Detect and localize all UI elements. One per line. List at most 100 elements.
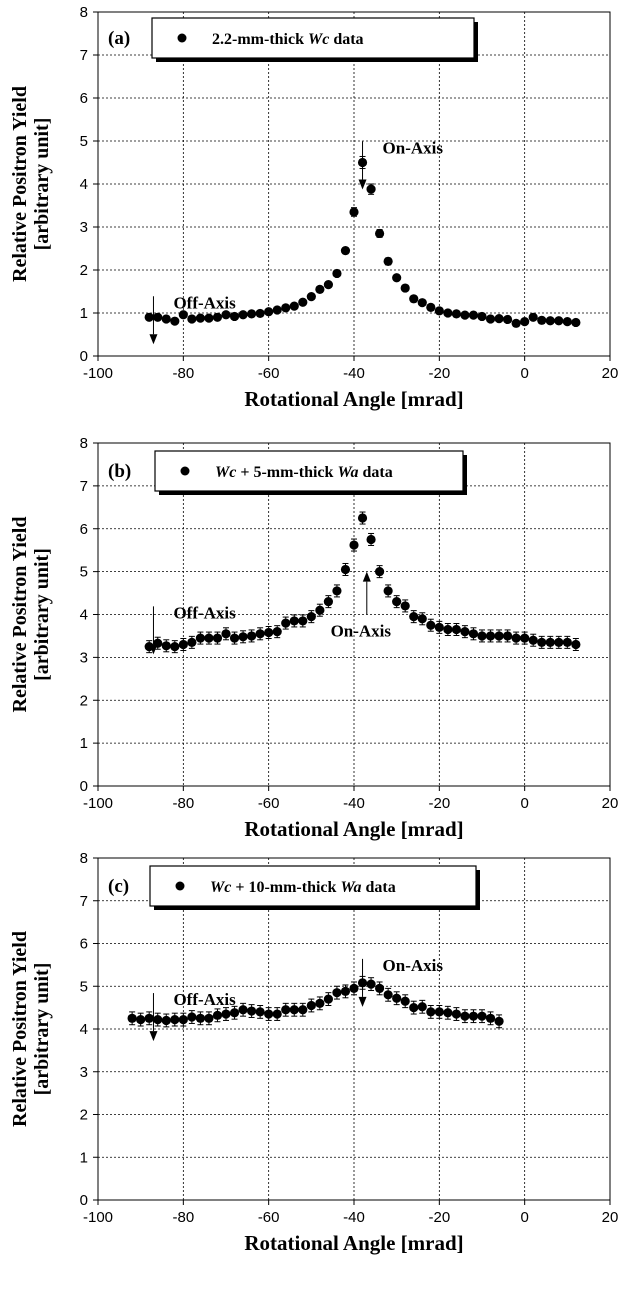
x-axis-label: Rotational Angle [mrad] xyxy=(244,1231,463,1255)
y-axis-label-line1: Relative Positron Yield xyxy=(9,86,31,282)
x-tick-label: 20 xyxy=(602,365,619,382)
chart-panel-b: -100 -80 -60 -40 -20 0 20 0 1 2 3 4 5 6 7 8 Rotational A… xyxy=(9,435,618,841)
data-point xyxy=(511,318,521,328)
data-point xyxy=(485,631,496,641)
data-point xyxy=(238,310,248,320)
data-point xyxy=(494,313,504,324)
data-point xyxy=(349,983,359,993)
data-point xyxy=(545,316,555,326)
data-point xyxy=(153,1014,163,1025)
data-point xyxy=(477,631,487,641)
y-tick-label: 7 xyxy=(80,47,88,64)
y-tick-label: 4 xyxy=(80,607,88,624)
data-point xyxy=(212,312,223,322)
y-axis-label-line1: Relative Positron Yield xyxy=(9,931,31,1127)
data-point xyxy=(375,983,385,993)
data-point xyxy=(340,564,351,575)
off-axis-label: Off-Axis xyxy=(173,990,236,1009)
data-point xyxy=(375,567,385,577)
data-point xyxy=(443,308,453,318)
y-axis-label-line2: [arbitrary unit] xyxy=(31,963,53,1096)
data-point xyxy=(170,1014,180,1025)
data-point xyxy=(272,627,282,637)
off-axis-arrowhead xyxy=(149,644,158,655)
data-point xyxy=(272,1009,282,1019)
data-point xyxy=(366,534,376,545)
data-point xyxy=(204,633,214,643)
data-point xyxy=(562,637,572,647)
data-point xyxy=(409,612,419,622)
data-point xyxy=(153,312,163,322)
data-point xyxy=(229,311,240,322)
data-point xyxy=(528,312,538,322)
y-tick-label: 3 xyxy=(80,1064,88,1081)
legend-label: 2.2-mm-thick Wc data xyxy=(212,31,364,48)
data-point xyxy=(221,629,231,639)
panel-label: (a) xyxy=(108,28,130,49)
data-point xyxy=(485,1013,496,1023)
data-point xyxy=(264,307,274,317)
data-point xyxy=(306,1000,316,1011)
data-point xyxy=(229,633,240,643)
data-point xyxy=(383,256,393,266)
y-tick-label: 4 xyxy=(80,1021,88,1038)
on-axis-label: On-Axis xyxy=(331,622,392,641)
on-axis-arrowhead xyxy=(358,996,367,1007)
x-tick-label: -100 xyxy=(83,795,113,812)
data-point xyxy=(204,313,214,323)
data-point xyxy=(409,1003,419,1013)
data-point xyxy=(503,631,513,641)
data-point xyxy=(349,207,359,217)
data-point xyxy=(204,1013,214,1023)
legend-box xyxy=(151,17,475,59)
data-point xyxy=(255,1007,265,1017)
data-point xyxy=(255,308,265,319)
legend-marker xyxy=(180,466,190,476)
data-point xyxy=(460,1011,470,1021)
data-point xyxy=(426,620,436,630)
data-point xyxy=(323,280,333,290)
data-point xyxy=(417,298,427,308)
x-tick-label: -20 xyxy=(428,795,450,812)
x-tick-label: -40 xyxy=(343,1209,365,1226)
off-axis-arrowhead xyxy=(149,1031,158,1042)
data-point xyxy=(298,616,308,626)
data-point xyxy=(349,540,359,550)
data-point xyxy=(340,246,351,256)
data-point xyxy=(554,637,564,647)
data-point xyxy=(340,986,351,996)
data-point xyxy=(468,310,479,320)
data-point xyxy=(238,1005,248,1015)
y-axis-label-line2: [arbitrary unit] xyxy=(31,118,53,251)
data-point xyxy=(298,1005,308,1015)
x-axis-label: Rotational Angle [mrad] xyxy=(244,387,463,411)
data-point xyxy=(451,624,461,635)
y-tick-label: 5 xyxy=(80,564,88,581)
x-tick-label: 20 xyxy=(602,1209,619,1226)
data-point xyxy=(494,631,504,641)
y-tick-label: 3 xyxy=(80,219,88,236)
x-tick-label: 20 xyxy=(602,795,619,812)
data-point xyxy=(383,990,393,1000)
y-tick-label: 3 xyxy=(80,649,88,666)
data-point xyxy=(485,314,496,324)
off-axis-label: Off-Axis xyxy=(173,293,236,312)
data-point xyxy=(357,513,368,523)
data-point xyxy=(366,184,376,194)
x-tick-label: -60 xyxy=(258,795,280,812)
data-point xyxy=(434,1007,444,1017)
data-point xyxy=(571,317,581,328)
data-point xyxy=(255,629,265,639)
data-point xyxy=(315,605,325,615)
data-point xyxy=(127,1013,137,1023)
chart-panel-c: -100 -80 -60 -40 -20 0 20 0 1 2 3 4 5 6 7 8 Rotational A… xyxy=(9,850,618,1255)
x-tick-label: -80 xyxy=(172,1209,194,1226)
data-point xyxy=(426,1007,436,1017)
y-tick-label: 5 xyxy=(80,978,88,995)
legend-label: Wc + 5-mm-thick Wa data xyxy=(215,464,393,481)
data-point xyxy=(468,629,479,639)
data-point xyxy=(161,314,171,324)
data-point xyxy=(332,988,342,998)
y-tick-label: 8 xyxy=(80,4,88,21)
